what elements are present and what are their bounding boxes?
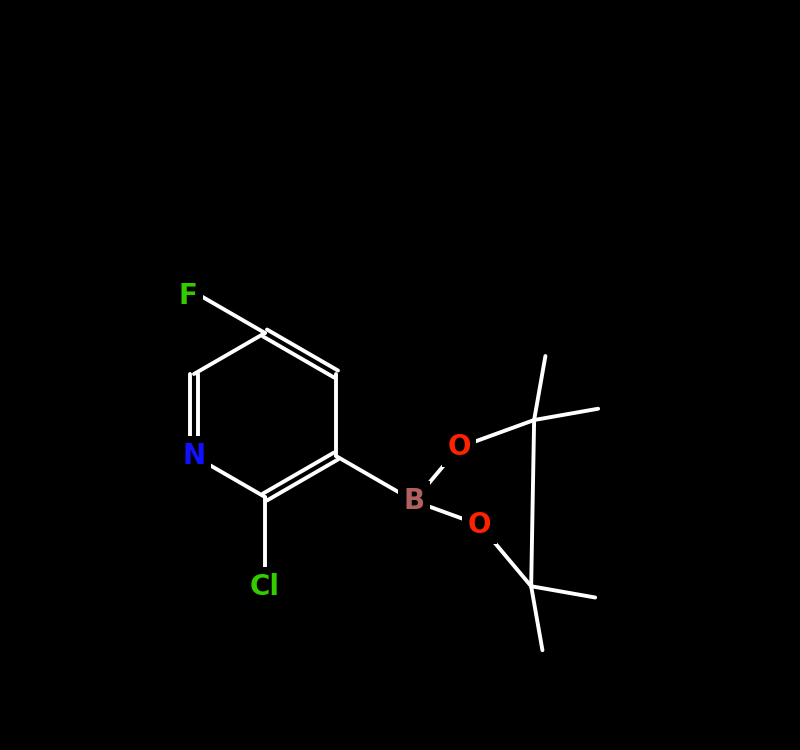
Text: B: B — [403, 487, 425, 515]
Text: O: O — [468, 511, 491, 539]
Text: Cl: Cl — [250, 573, 280, 601]
Text: N: N — [182, 442, 206, 470]
Text: O: O — [447, 433, 470, 461]
Text: F: F — [178, 281, 198, 310]
